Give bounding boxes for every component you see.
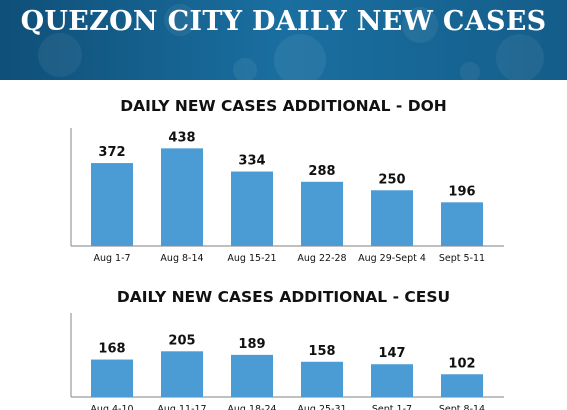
bar	[161, 351, 203, 397]
x-tick-label: Aug 29-Sept 4	[358, 253, 426, 264]
bar	[231, 354, 273, 397]
bar	[371, 190, 413, 246]
x-tick-label: Aug 18-24	[227, 404, 276, 410]
data-label: 288	[308, 164, 335, 179]
bar	[161, 148, 203, 246]
chart-title-cesu: DAILY NEW CASES ADDITIONAL - CESU	[116, 288, 451, 306]
data-label: 147	[378, 346, 405, 361]
data-label: 250	[378, 172, 405, 187]
data-label: 372	[98, 145, 125, 160]
x-tick-label: Aug 25-31	[297, 404, 346, 410]
bar	[231, 171, 273, 246]
x-tick-label: Sept 1-7	[372, 404, 412, 410]
x-tick-label: Sept 5-11	[439, 253, 485, 264]
data-label: 438	[168, 130, 195, 145]
data-label: 196	[448, 184, 475, 199]
bar	[441, 202, 483, 246]
bar	[371, 364, 413, 397]
x-tick-label: Aug 4-10	[90, 404, 133, 410]
bar	[441, 374, 483, 397]
x-tick-label: Aug 22-28	[297, 253, 346, 264]
header-banner: QUEZON CITY DAILY NEW CASES	[0, 0, 567, 80]
x-tick-label: Aug 11-17	[157, 404, 206, 410]
data-label: 205	[168, 333, 195, 348]
data-label: 168	[98, 342, 125, 357]
data-label: 102	[448, 356, 475, 371]
bar	[91, 359, 133, 397]
data-label: 334	[238, 154, 265, 169]
x-tick-label: Aug 8-14	[160, 253, 203, 264]
x-tick-label: Aug 1-7	[93, 253, 130, 264]
bar	[91, 163, 133, 246]
virus-pattern-decoration	[38, 4, 544, 80]
data-label: 189	[238, 337, 265, 352]
chart-title-doh: DAILY NEW CASES ADDITIONAL - DOH	[120, 97, 447, 115]
bar	[301, 361, 343, 397]
page-title: QUEZON CITY DAILY NEW CASES	[20, 6, 547, 37]
x-tick-label: Aug 15-21	[227, 253, 276, 264]
bar	[301, 181, 343, 246]
chart-doh: 372 Aug 1-7 438 Aug 8-14 334 Aug 15-21 288 Aug …	[70, 128, 504, 264]
data-label: 158	[308, 344, 335, 359]
x-tick-label: Sept 8-14	[439, 404, 485, 410]
